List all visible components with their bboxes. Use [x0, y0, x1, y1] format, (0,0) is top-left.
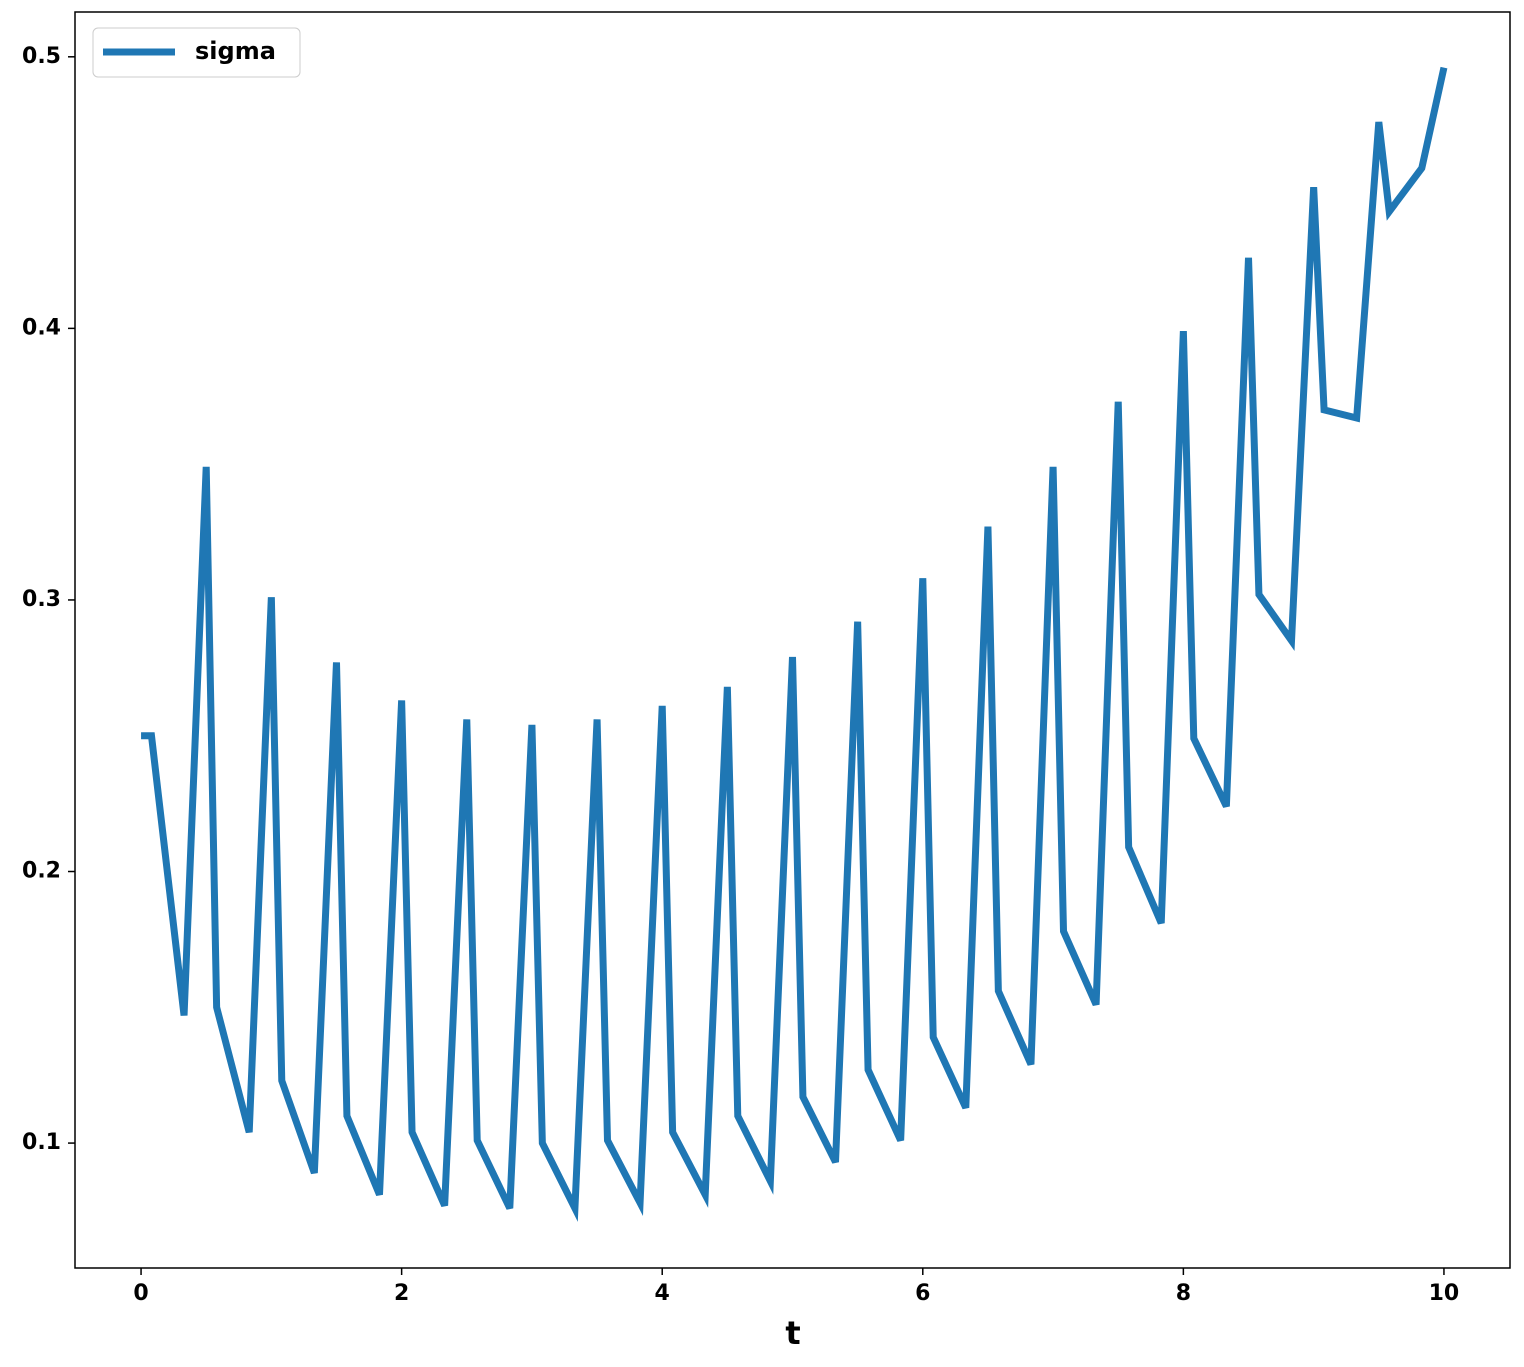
- y-tick-label: 0.5: [22, 44, 61, 69]
- x-tick-label: 6: [915, 1281, 930, 1306]
- y-tick-label: 0.1: [22, 1130, 61, 1155]
- x-tick-label: 2: [394, 1281, 409, 1306]
- y-tick-label: 0.4: [22, 315, 61, 340]
- legend-label: sigma: [195, 37, 276, 65]
- x-tick-label: 4: [655, 1281, 670, 1306]
- legend-box: [92, 27, 301, 78]
- x-tick-label: 8: [1176, 1281, 1191, 1306]
- line-series: [141, 66, 1448, 1222]
- x-tick-label: 0: [133, 1281, 148, 1306]
- x-tick-label: 10: [1429, 1281, 1460, 1306]
- y-tick-label: 0.3: [22, 587, 61, 612]
- x-axis-label: t: [785, 1314, 800, 1352]
- y-tick-label: 0.2: [22, 859, 61, 884]
- plot-frame: [74, 11, 1511, 1269]
